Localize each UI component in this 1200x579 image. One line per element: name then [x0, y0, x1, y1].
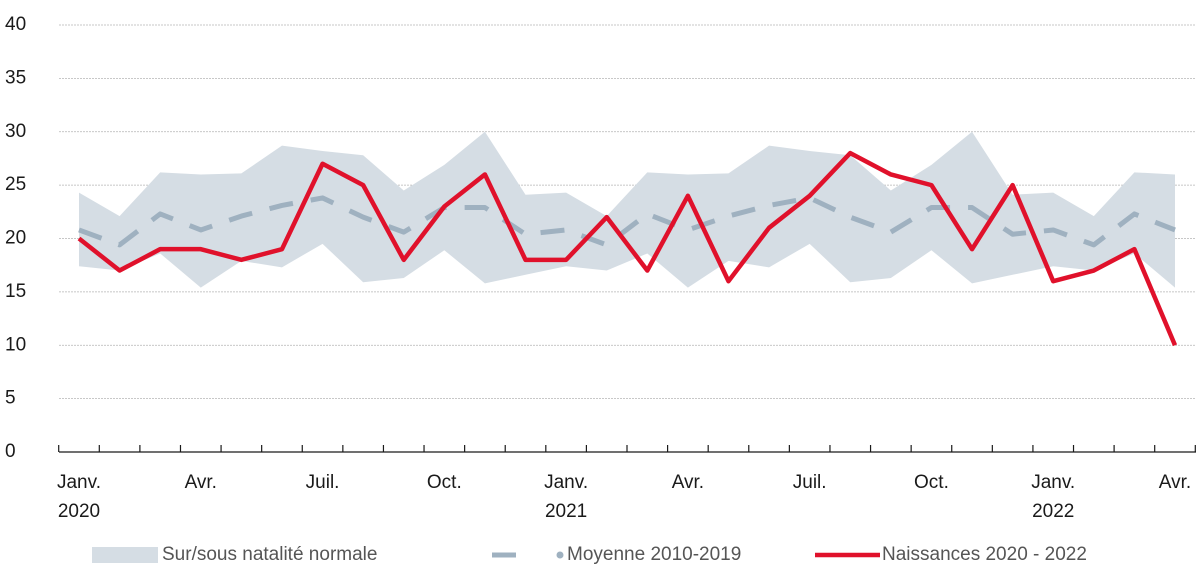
x-tick-label: Janv. 2020	[57, 472, 101, 522]
x-tick-label: Avr.	[1159, 472, 1191, 493]
x-tick-label-line: Janv.	[57, 472, 101, 493]
legend-swatch	[92, 547, 158, 563]
x-tick-label-line: Avr.	[185, 472, 217, 493]
x-tick-label: Janv. 2021	[544, 472, 588, 522]
x-tick-label-line: 2020	[58, 501, 100, 522]
y-tick-label: 0	[5, 441, 16, 462]
x-tick-label: Juil.	[793, 472, 827, 493]
y-tick-label: 40	[5, 14, 26, 35]
x-tick-label-line: Juil.	[306, 472, 340, 493]
x-tick-label-line: 2021	[545, 501, 587, 522]
x-tick-label: Avr.	[672, 472, 704, 493]
x-tick-label: Janv. 2022	[1031, 472, 1075, 522]
x-tick-label-line: 2022	[1032, 501, 1074, 522]
y-tick-label: 10	[5, 334, 26, 355]
average-line	[78, 195, 1176, 248]
legend-label: Sur/sous natalité normale	[162, 544, 377, 565]
x-tick-label-line: Avr.	[1159, 472, 1191, 493]
legend-label: Naissances 2020 - 2022	[882, 544, 1087, 565]
x-tick-label: Oct.	[427, 472, 462, 493]
legend-label: Moyenne 2010-2019	[567, 544, 741, 565]
births-line	[77, 150, 1178, 347]
x-tick-label-line: Oct.	[914, 472, 949, 493]
legend-swatch	[556, 551, 564, 559]
y-tick-label: 35	[5, 67, 26, 88]
x-tick-label: Oct.	[914, 472, 949, 493]
y-tick-label: 20	[5, 228, 26, 249]
x-tick-label-line: Janv.	[1031, 472, 1075, 493]
y-tick-label: 30	[5, 121, 26, 142]
y-tick-label: 25	[5, 174, 26, 195]
x-tick-label: Avr.	[185, 472, 217, 493]
band-area	[79, 131, 1175, 288]
y-tick-label: 5	[5, 388, 16, 409]
x-tick-label-line: Avr.	[672, 472, 704, 493]
x-tick-label: Juil.	[306, 472, 340, 493]
y-tick-label: 15	[5, 281, 26, 302]
x-tick-label-line: Janv.	[544, 472, 588, 493]
x-tick-label-line: Juil.	[793, 472, 827, 493]
x-tick-label-line: Oct.	[427, 472, 462, 493]
